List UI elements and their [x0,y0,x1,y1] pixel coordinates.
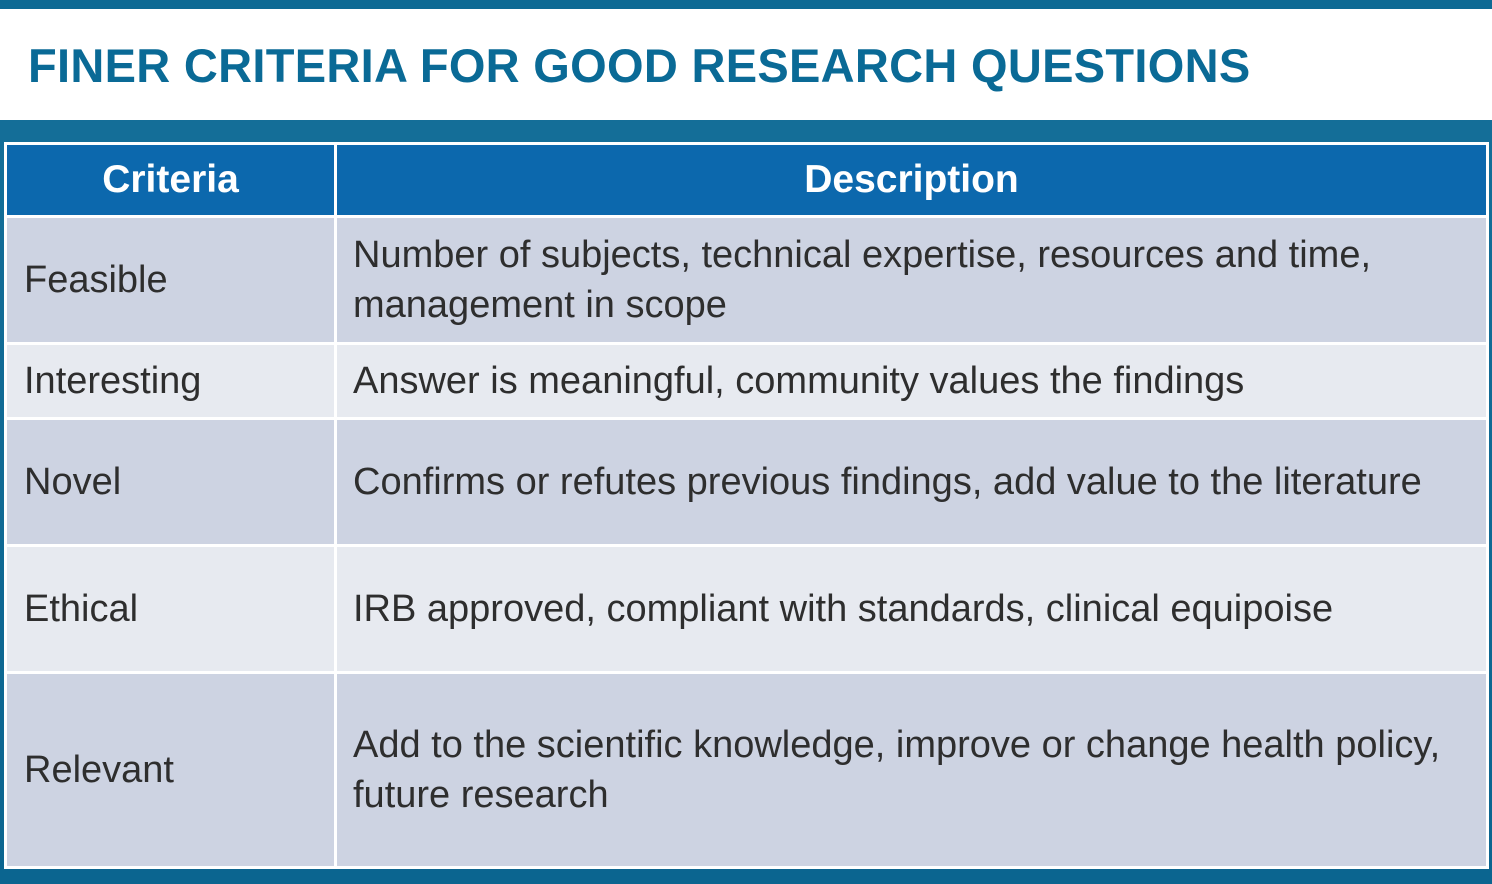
description-cell: Confirms or refutes previous findings, a… [334,417,1489,547]
table-row: Novel Confirms or refutes previous findi… [4,417,1489,547]
description-cell: Number of subjects, technical expertise,… [334,215,1489,345]
table-row: Relevant Add to the scientific knowledge… [4,671,1489,869]
table-row: Ethical IRB approved, compliant with sta… [4,544,1489,674]
criteria-cell: Relevant [4,671,337,869]
table-row: Feasible Number of subjects, technical e… [4,215,1489,345]
slide-title: FINER CRITERIA FOR GOOD RESEARCH QUESTIO… [28,39,1251,92]
description-cell: IRB approved, compliant with standards, … [334,544,1489,674]
criteria-cell: Ethical [4,544,337,674]
header-description: Description [334,142,1489,218]
table-row: Interesting Answer is meaningful, commun… [4,342,1489,420]
criteria-cell: Interesting [4,342,337,420]
header-criteria: Criteria [4,142,337,218]
criteria-cell: Novel [4,417,337,547]
criteria-cell: Feasible [4,215,337,345]
description-cell: Add to the scientific knowledge, improve… [334,671,1489,869]
finer-criteria-table: Criteria Description Feasible Number of … [4,142,1489,869]
table-header-row: Criteria Description [4,142,1489,218]
description-cell: Answer is meaningful, community values t… [334,342,1489,420]
top-accent-bar [0,0,1492,9]
